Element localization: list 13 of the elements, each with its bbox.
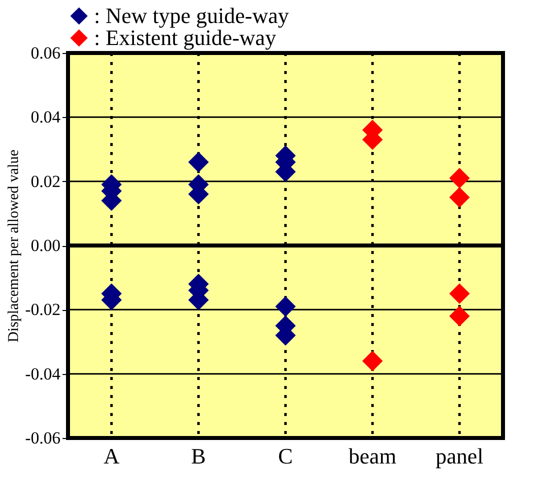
x-tick-label: B xyxy=(191,444,206,468)
y-tick-label: 0.04 xyxy=(30,108,61,127)
y-tick-label: -0.06 xyxy=(25,428,60,448)
x-tick-label: C xyxy=(278,444,293,468)
y-tick-label: -0.04 xyxy=(25,364,61,384)
y-tick-label: 0.06 xyxy=(30,44,60,62)
x-tick-label: beam xyxy=(348,444,396,468)
x-tick-label: A xyxy=(104,444,120,468)
y-tick-label: 0.00 xyxy=(30,236,60,255)
y-tick-label: -0.02 xyxy=(25,300,60,320)
y-tick-label: 0.02 xyxy=(30,172,60,191)
y-axis-title: Displacement per allowed value xyxy=(6,149,22,342)
x-tick-label: panel xyxy=(436,444,484,468)
